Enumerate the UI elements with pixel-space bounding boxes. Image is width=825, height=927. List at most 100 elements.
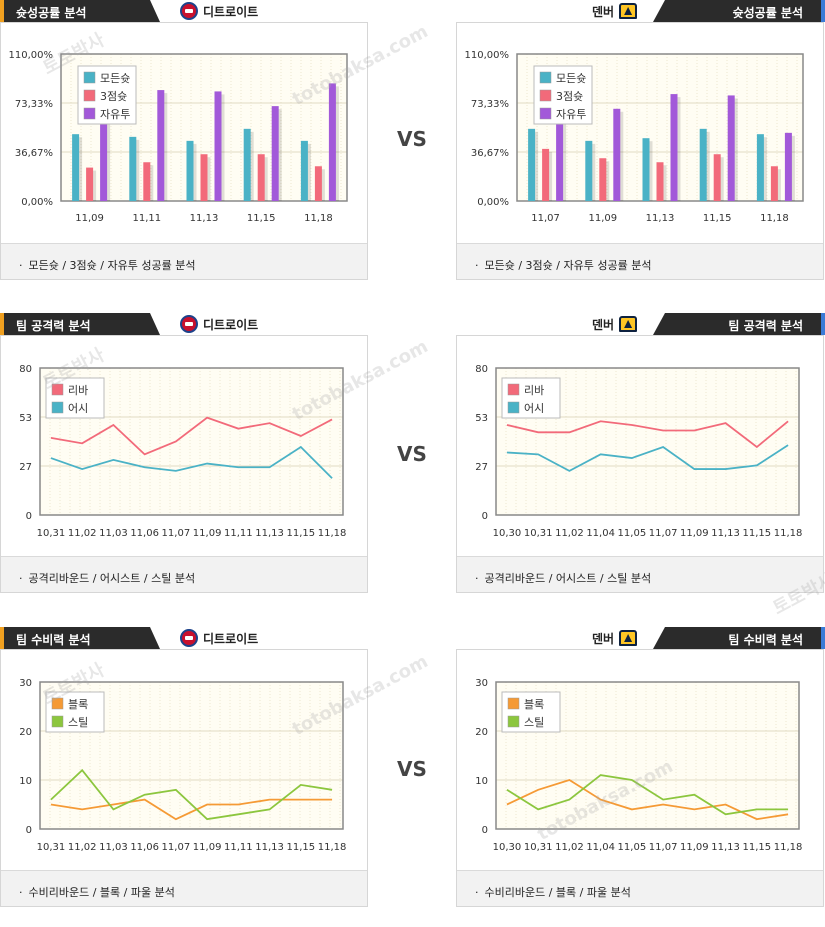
x-tick-label: 11,04 xyxy=(586,528,615,539)
bar-자유투 xyxy=(670,94,678,201)
x-tick-label: 11,06 xyxy=(130,842,159,853)
y-tick-label: 0 xyxy=(26,511,32,522)
x-tick-label: 11,11 xyxy=(132,213,161,224)
team-name-right: 덴버 xyxy=(592,631,615,646)
legend-label: 자유투 xyxy=(100,108,130,121)
x-tick-label: 11,18 xyxy=(774,842,803,853)
legend-label: 스틸 xyxy=(524,716,544,729)
line-어시 xyxy=(50,445,333,479)
legend-swatch xyxy=(51,383,64,396)
chart-footer: · 공격리바운드 / 어시스트 / 스틸 분석 xyxy=(457,556,823,592)
legend-label: 어시 xyxy=(68,402,88,415)
y-tick-label: 73,33% xyxy=(471,99,509,110)
bar-자유투 xyxy=(727,95,735,201)
legend-swatch xyxy=(83,107,96,120)
bar-3점슛 xyxy=(656,162,664,201)
legend-swatch xyxy=(507,383,520,396)
y-tick-label: 36,67% xyxy=(471,148,509,159)
chart-panel-right: 0,00% 36,67% 73,33% 110,00% 11,07 11,09 11,13 1… xyxy=(456,22,824,280)
x-tick-label: 11,13 xyxy=(711,842,740,853)
y-tick-label: 20 xyxy=(475,727,488,738)
legend-label: 3점슛 xyxy=(556,90,583,103)
bar-자유투 xyxy=(784,132,792,201)
bar-3점슛 xyxy=(86,167,94,201)
team-label-left: 디트로이트 xyxy=(180,2,258,20)
vs-label: VS xyxy=(397,757,427,781)
y-tick-label: 0 xyxy=(482,825,488,836)
x-tick-label: 11,04 xyxy=(586,842,615,853)
legend-swatch xyxy=(507,401,520,414)
x-tick-label: 11,03 xyxy=(99,528,128,539)
vs-label: VS xyxy=(397,127,427,151)
x-tick-label: 10,31 xyxy=(37,528,66,539)
team-name-left: 디트로이트 xyxy=(203,317,259,332)
x-tick-label: 11,03 xyxy=(99,842,128,853)
x-tick-label: 11,07 xyxy=(531,213,560,224)
y-tick-label: 20 xyxy=(19,727,32,738)
x-tick-label: 11,05 xyxy=(618,528,647,539)
chart-panel-left: 0 10 20 30 10,31 11,02 11,03 11,06 11,07 11,09 11,… xyxy=(0,649,368,907)
y-tick-label: 10 xyxy=(475,776,488,787)
x-tick-label: 11,02 xyxy=(68,842,97,853)
legend-label: 모든슛 xyxy=(556,72,586,85)
legend-swatch xyxy=(83,89,96,102)
bar-모든슛 xyxy=(528,128,536,201)
bar-모든슛 xyxy=(186,140,194,201)
bullet-icon: · xyxy=(19,572,23,585)
team-name-left: 디트로이트 xyxy=(203,4,259,19)
bar-모든슛 xyxy=(642,138,650,201)
y-tick-label: 0,00% xyxy=(21,197,53,208)
y-tick-label: 30 xyxy=(19,678,32,689)
x-tick-label: 11,11 xyxy=(224,528,253,539)
chart-footer: · 수비리바운드 / 블록 / 파울 분석 xyxy=(457,870,823,906)
section-title-left: 팀 공격력 분석 xyxy=(16,319,91,333)
team-name-left: 디트로이트 xyxy=(203,631,259,646)
x-tick-label: 11,18 xyxy=(304,213,333,224)
x-tick-label: 11,13 xyxy=(646,213,675,224)
team-label-left: 디트로이트 xyxy=(180,629,258,647)
section-header-left: 슛성공률 분석 xyxy=(0,0,175,22)
x-tick-label: 11,09 xyxy=(680,842,709,853)
section-defense: 팀 수비력 분석 디트로이트 덴버 팀 수비력 분석 0 10 20 30 10,31 1… xyxy=(0,627,825,927)
nuggets-logo-icon xyxy=(619,630,638,646)
bar-모든슛 xyxy=(129,136,137,201)
legend-swatch xyxy=(507,715,520,728)
x-tick-label: 11,15 xyxy=(703,213,732,224)
bar-자유투 xyxy=(613,108,621,201)
y-tick-label: 27 xyxy=(475,462,488,473)
x-tick-label: 10,31 xyxy=(524,528,553,539)
pistons-logo-icon xyxy=(180,315,198,333)
section-header-right: 팀 공격력 분석 xyxy=(650,313,825,335)
legend-label: 3점슛 xyxy=(100,90,127,103)
line-스틸 xyxy=(50,768,333,821)
x-tick-label: 11,13 xyxy=(255,528,284,539)
x-tick-label: 11,09 xyxy=(193,528,222,539)
legend-swatch xyxy=(83,71,96,84)
team-name-right: 덴버 xyxy=(592,4,615,19)
bar-3점슛 xyxy=(599,158,607,201)
x-tick-label: 11,13 xyxy=(190,213,219,224)
shooting-chart-left: 0,00% 36,67% 73,33% 110,00% 11,09 11,11 11,13 1… xyxy=(9,50,348,224)
legend-swatch xyxy=(539,107,552,120)
section-title-left: 슛성공률 분석 xyxy=(16,6,87,20)
bullet-icon: · xyxy=(19,886,23,899)
x-tick-label: 11,13 xyxy=(711,528,740,539)
bar-3점슛 xyxy=(257,154,265,201)
chart-footer: · 수비리바운드 / 블록 / 파울 분석 xyxy=(1,870,367,906)
bar-3점슛 xyxy=(143,162,151,201)
chart-panel-left: 0,00% 36,67% 73,33% 110,00% 11,09 11,11 11,13 1… xyxy=(0,22,368,280)
legend-swatch xyxy=(539,71,552,84)
y-tick-label: 10 xyxy=(19,776,32,787)
y-tick-label: 0,00% xyxy=(477,197,509,208)
x-tick-label: 11,15 xyxy=(743,842,772,853)
nuggets-logo-icon xyxy=(619,3,638,19)
vs-label: VS xyxy=(397,442,427,466)
footer-text: 모든슛 / 3점슛 / 자유투 성공률 분석 xyxy=(28,259,196,272)
line-스틸 xyxy=(506,774,789,816)
pistons-logo-icon xyxy=(180,2,198,20)
pistons-logo-icon xyxy=(180,629,198,647)
x-tick-label: 10,30 xyxy=(493,842,522,853)
legend-label: 스틸 xyxy=(68,716,88,729)
x-tick-label: 11,18 xyxy=(760,213,789,224)
